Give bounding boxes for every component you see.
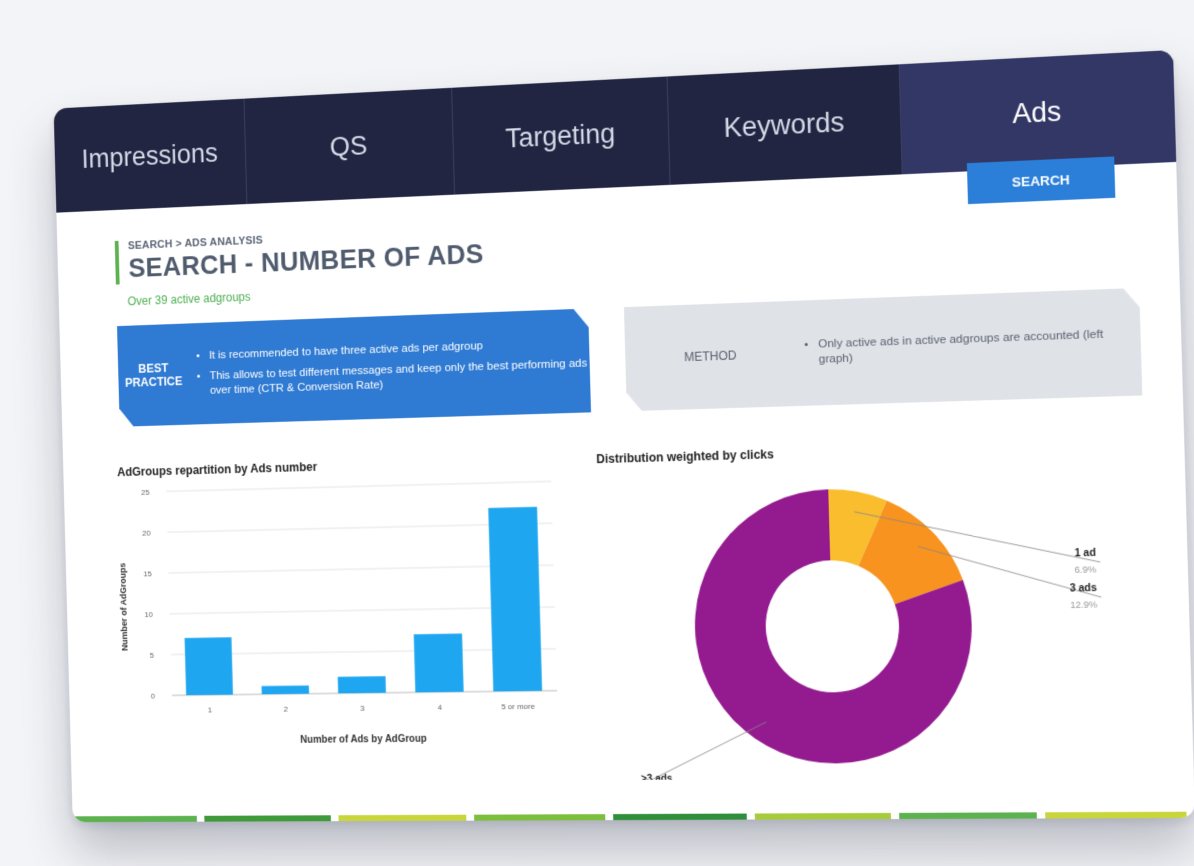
method-label: METHOD — [683, 348, 737, 365]
slice-label: 3 ads — [1070, 583, 1098, 595]
tab-qs[interactable]: QS — [244, 87, 456, 205]
bar-chart-xlabel: Number of Ads by AdGroup — [300, 734, 427, 746]
donut-slice — [856, 498, 964, 605]
x-tick-label: 3 — [360, 704, 365, 713]
bar — [184, 637, 233, 696]
best-practice-bullet: This allows to test different messages a… — [209, 356, 590, 398]
y-tick-label: 20 — [142, 529, 151, 538]
bottom-stripe — [72, 811, 1194, 823]
method-list: Only active ads in active adgroups are a… — [795, 320, 1141, 375]
slice-value-label: 6.9% — [1074, 564, 1096, 575]
search-button[interactable]: SEARCH — [966, 156, 1116, 205]
y-tick-label: 10 — [144, 610, 153, 619]
best-practice-label: BEST PRACTICE — [124, 361, 183, 390]
method-bullet: Only active ads in active adgroups are a… — [818, 326, 1141, 368]
gridline — [166, 481, 551, 491]
bar-chart-title: AdGroups repartition by Ads number — [117, 460, 318, 480]
slice-value-label: 12.9% — [1070, 599, 1097, 610]
bar-chart-ylabel: Number of AdGroups — [118, 563, 130, 651]
x-tick-label: 2 — [284, 705, 288, 714]
bar-chart: Number of AdGroups Number of Ads by AdGr… — [118, 471, 579, 746]
bar — [261, 685, 310, 695]
tab-keywords[interactable]: Keywords — [667, 64, 903, 185]
tab-ads[interactable]: Ads — [899, 49, 1177, 175]
y-tick-label: 0 — [151, 692, 156, 701]
page-subtitle: Over 39 active adgroups — [127, 289, 251, 309]
tab-targeting[interactable]: Targeting — [452, 76, 671, 195]
donut-slice — [691, 485, 976, 765]
x-tick-label: 4 — [438, 703, 443, 712]
y-tick-label: 25 — [141, 488, 150, 497]
bar — [413, 633, 464, 693]
tab-impressions[interactable]: Impressions — [53, 98, 248, 213]
slice-label: 1 ad — [1074, 548, 1096, 560]
method-box: METHOD Only active ads in active adgroup… — [624, 288, 1142, 411]
y-tick-label: 5 — [150, 651, 155, 660]
donut-slice — [828, 487, 889, 567]
bar — [488, 506, 543, 692]
bar — [337, 676, 386, 694]
page-header: SEARCH > ADS ANALYSIS SEARCH - NUMBER OF… — [114, 225, 485, 285]
y-tick-label: 15 — [143, 569, 152, 578]
dashboard-card: Impressions QS Targeting Keywords Ads SE… — [53, 49, 1194, 823]
best-practice-box: BEST PRACTICE It is recommended to have … — [117, 309, 591, 427]
x-tick-label: 1 — [208, 705, 212, 714]
slice-label: >3 ads — [641, 773, 673, 780]
best-practice-list: It is recommended to have three active a… — [188, 329, 591, 405]
x-tick-label: 5 or more — [501, 702, 535, 712]
